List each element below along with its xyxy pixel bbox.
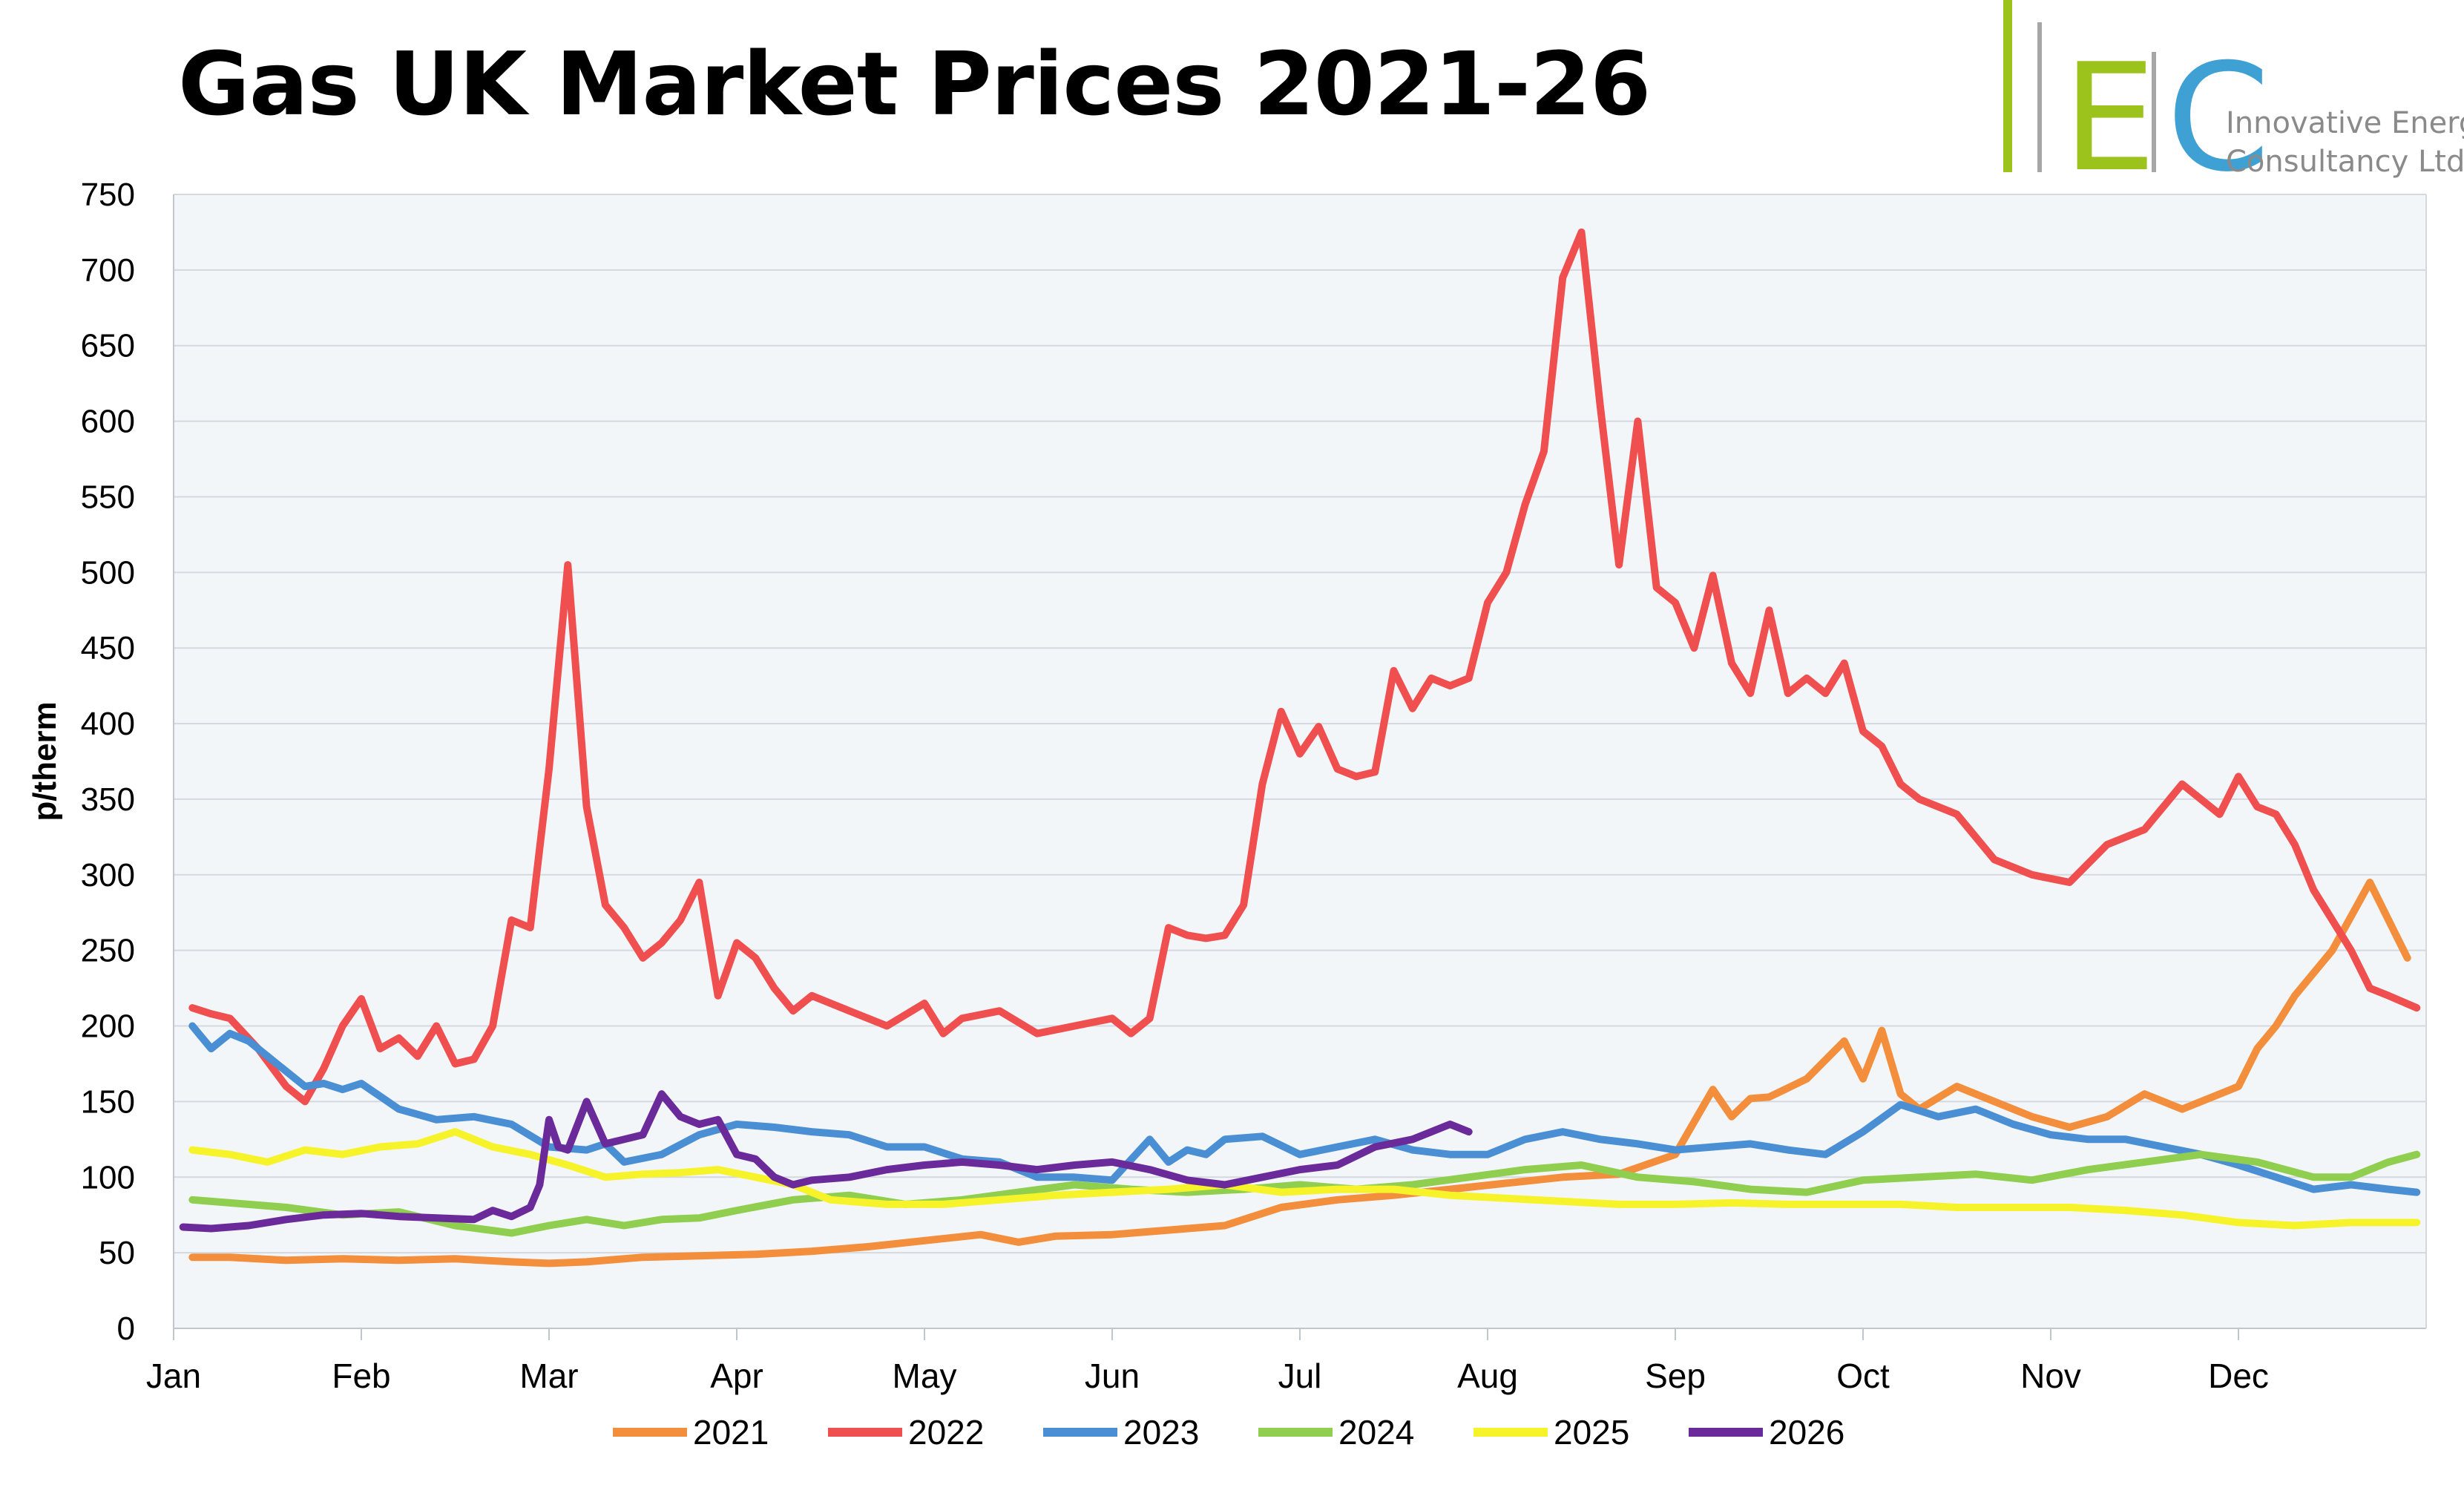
y-tick-label: 400 [81, 706, 135, 742]
logo-letter-e: E [2063, 32, 2156, 178]
logo-line-1: Innovative Energy [2226, 106, 2464, 140]
series-line-2022 [188, 228, 2421, 1106]
series-line-2023 [188, 1022, 2421, 1196]
legend-label-2023: 2023 [1123, 1413, 1199, 1452]
x-tick-label: Mar [519, 1357, 578, 1395]
x-tick-label: Aug [1457, 1357, 1518, 1395]
y-tick-label: 200 [81, 1009, 135, 1045]
plot-background [174, 194, 2426, 1328]
x-tick-label: Apr [710, 1357, 763, 1395]
x-tick-label: Jul [1278, 1357, 1322, 1395]
y-tick-label: 600 [81, 404, 135, 440]
x-tick-label: Dec [2208, 1357, 2269, 1395]
x-tick-label: Jun [1085, 1357, 1140, 1395]
logo-bar-grey-2 [2152, 52, 2156, 172]
y-tick-label: 350 [81, 781, 135, 818]
company-logo: E C [2003, 0, 2270, 178]
legend-label-2024: 2024 [1338, 1413, 1414, 1452]
y-tick-label: 750 [81, 177, 135, 213]
x-tick-label: Jan [146, 1357, 201, 1395]
y-tick-label: 250 [81, 933, 135, 969]
x-tick-label: May [893, 1357, 957, 1395]
y-tick-label: 150 [81, 1083, 135, 1120]
series-line-2024 [188, 1150, 2421, 1237]
chart-title: Gas UK Market Prices 2021-26 [178, 33, 1651, 135]
legend-label-2021: 2021 [693, 1413, 769, 1452]
y-tick-label: 450 [81, 630, 135, 666]
logo-bar-green [2003, 0, 2012, 172]
legend-label-2026: 2026 [1769, 1413, 1844, 1452]
logo-bar-grey [2037, 22, 2042, 172]
x-tick-label: Oct [1836, 1357, 1890, 1395]
logo-line-2: Consultancy Ltd [2226, 145, 2464, 179]
series-line-2021 [188, 879, 2411, 1267]
y-tick-label: 0 [117, 1311, 135, 1347]
y-tick-label: 550 [81, 479, 135, 515]
logo-letter-c: C [2166, 32, 2270, 178]
y-tick-label: 100 [81, 1159, 135, 1196]
series-line-2026 [179, 1090, 1473, 1233]
logo-company-name: Innovative Energy Consultancy Ltd [2226, 104, 2464, 181]
y-tick-label: 700 [81, 252, 135, 289]
y-tick-label: 650 [81, 328, 135, 364]
series-line-2025 [188, 1128, 2421, 1230]
y-axis-label: p/therm [27, 701, 63, 821]
x-tick-label: Nov [2020, 1357, 2081, 1395]
x-tick-label: Feb [332, 1357, 390, 1395]
legend-label-2025: 2025 [1554, 1413, 1629, 1452]
y-tick-label: 300 [81, 857, 135, 893]
x-tick-label: Sep [1645, 1357, 1706, 1395]
legend-label-2022: 2022 [908, 1413, 984, 1452]
y-tick-label: 500 [81, 554, 135, 591]
y-tick-label: 50 [99, 1235, 135, 1271]
